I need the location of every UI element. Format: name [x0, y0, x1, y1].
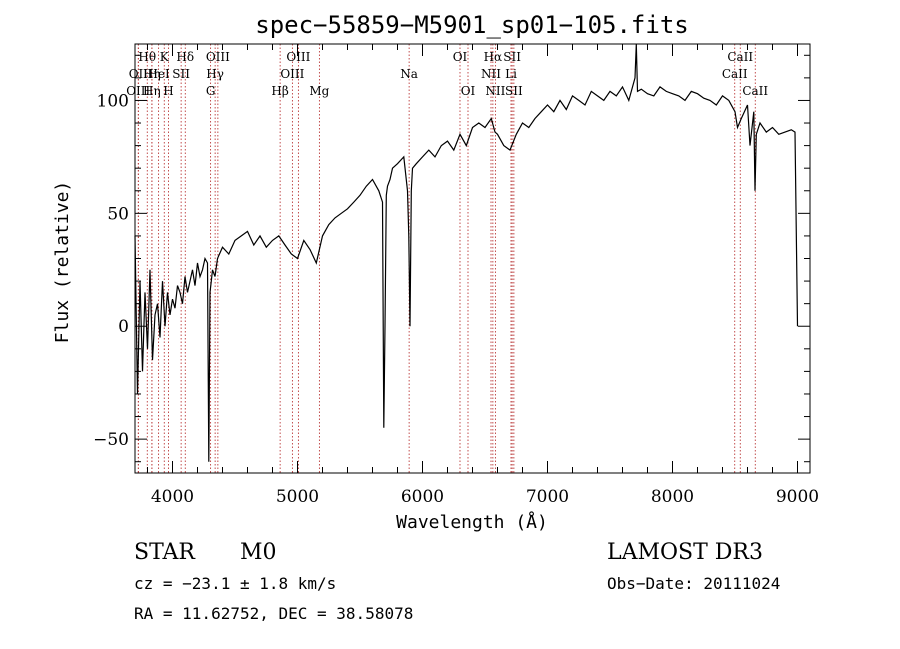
spectral-line-label: Hα [484, 50, 503, 64]
x-axis-label: Wavelength (Å) [396, 511, 548, 533]
spectral-line-label: Mg [309, 84, 329, 98]
spectral-line-markers [137, 44, 756, 473]
spectral-line-label: OI [453, 50, 468, 64]
x-tick-label: 7000 [526, 487, 569, 507]
redshift-velocity: cz = −23.1 ± 1.8 km/s [134, 574, 336, 593]
x-tick-label: 6000 [401, 487, 444, 507]
x-axis-ticks: 4000 5000 6000 7000 8000 9000 [147, 44, 819, 507]
observation-date: Obs−Date: 20111024 [607, 574, 780, 593]
x-tick-label: 9000 [776, 487, 819, 507]
survey-name: LAMOST DR3 [607, 540, 763, 565]
spectral-line-label: OIII [280, 67, 304, 81]
spectral-line-label: OIII [126, 84, 150, 98]
spectral-line-label: Hβ [271, 84, 288, 98]
spectral-line-label: Hη [143, 84, 161, 98]
spectral-line-label: OII [129, 67, 149, 81]
object-class: STAR [134, 540, 196, 565]
chart-title: spec−55859−M5901_sp01−105.fits [255, 11, 688, 39]
y-tick-label: 100 [97, 91, 129, 111]
spectral-line-label: H [163, 84, 173, 98]
spectral-line-label: CaII [727, 50, 753, 64]
object-subclass: M0 [240, 540, 277, 565]
spectral-line-label: CaII [742, 84, 768, 98]
spectral-line-label: SII [505, 84, 523, 98]
x-tick-label: 8000 [651, 487, 694, 507]
spectral-line-label: Hδ [176, 50, 194, 64]
y-axis-ticks: −50 0 50 100 [93, 54, 810, 463]
y-tick-label: −50 [93, 430, 129, 450]
plot-frame [134, 43, 811, 474]
spectral-line-label: G [206, 84, 216, 98]
y-axis-label: Flux (relative) [52, 181, 73, 344]
spectral-line-label: Hη [143, 67, 161, 81]
sky-coordinates: RA = 11.62752, DEC = 38.58078 [134, 604, 413, 623]
spectral-line-label: Hγ [206, 67, 224, 81]
x-tick-label: 4000 [151, 487, 194, 507]
x-tick-label: 5000 [276, 487, 319, 507]
spectrum-series-line [134, 43, 799, 462]
spectral-line-label: SII [503, 50, 521, 64]
y-tick-label: 50 [107, 204, 129, 224]
spectral-line-label: OIII [206, 50, 230, 64]
spectral-line-label: Li [505, 67, 517, 81]
spectral-line-label: NII [481, 67, 501, 81]
spectral-line-label: SII [172, 67, 190, 81]
spectral-line-label: HeI [147, 67, 170, 81]
spectral-line-label: Na [400, 67, 418, 81]
spectral-line-label: OIII [286, 50, 310, 64]
y-tick-label: 0 [118, 317, 129, 337]
spectral-line-label: OI [461, 84, 476, 98]
spectral-line-label: Hθ [138, 50, 156, 64]
spectral-line-label: CaII [722, 67, 748, 81]
spectral-line-label: NII [485, 84, 505, 98]
spectral-line-label: K [160, 50, 170, 64]
